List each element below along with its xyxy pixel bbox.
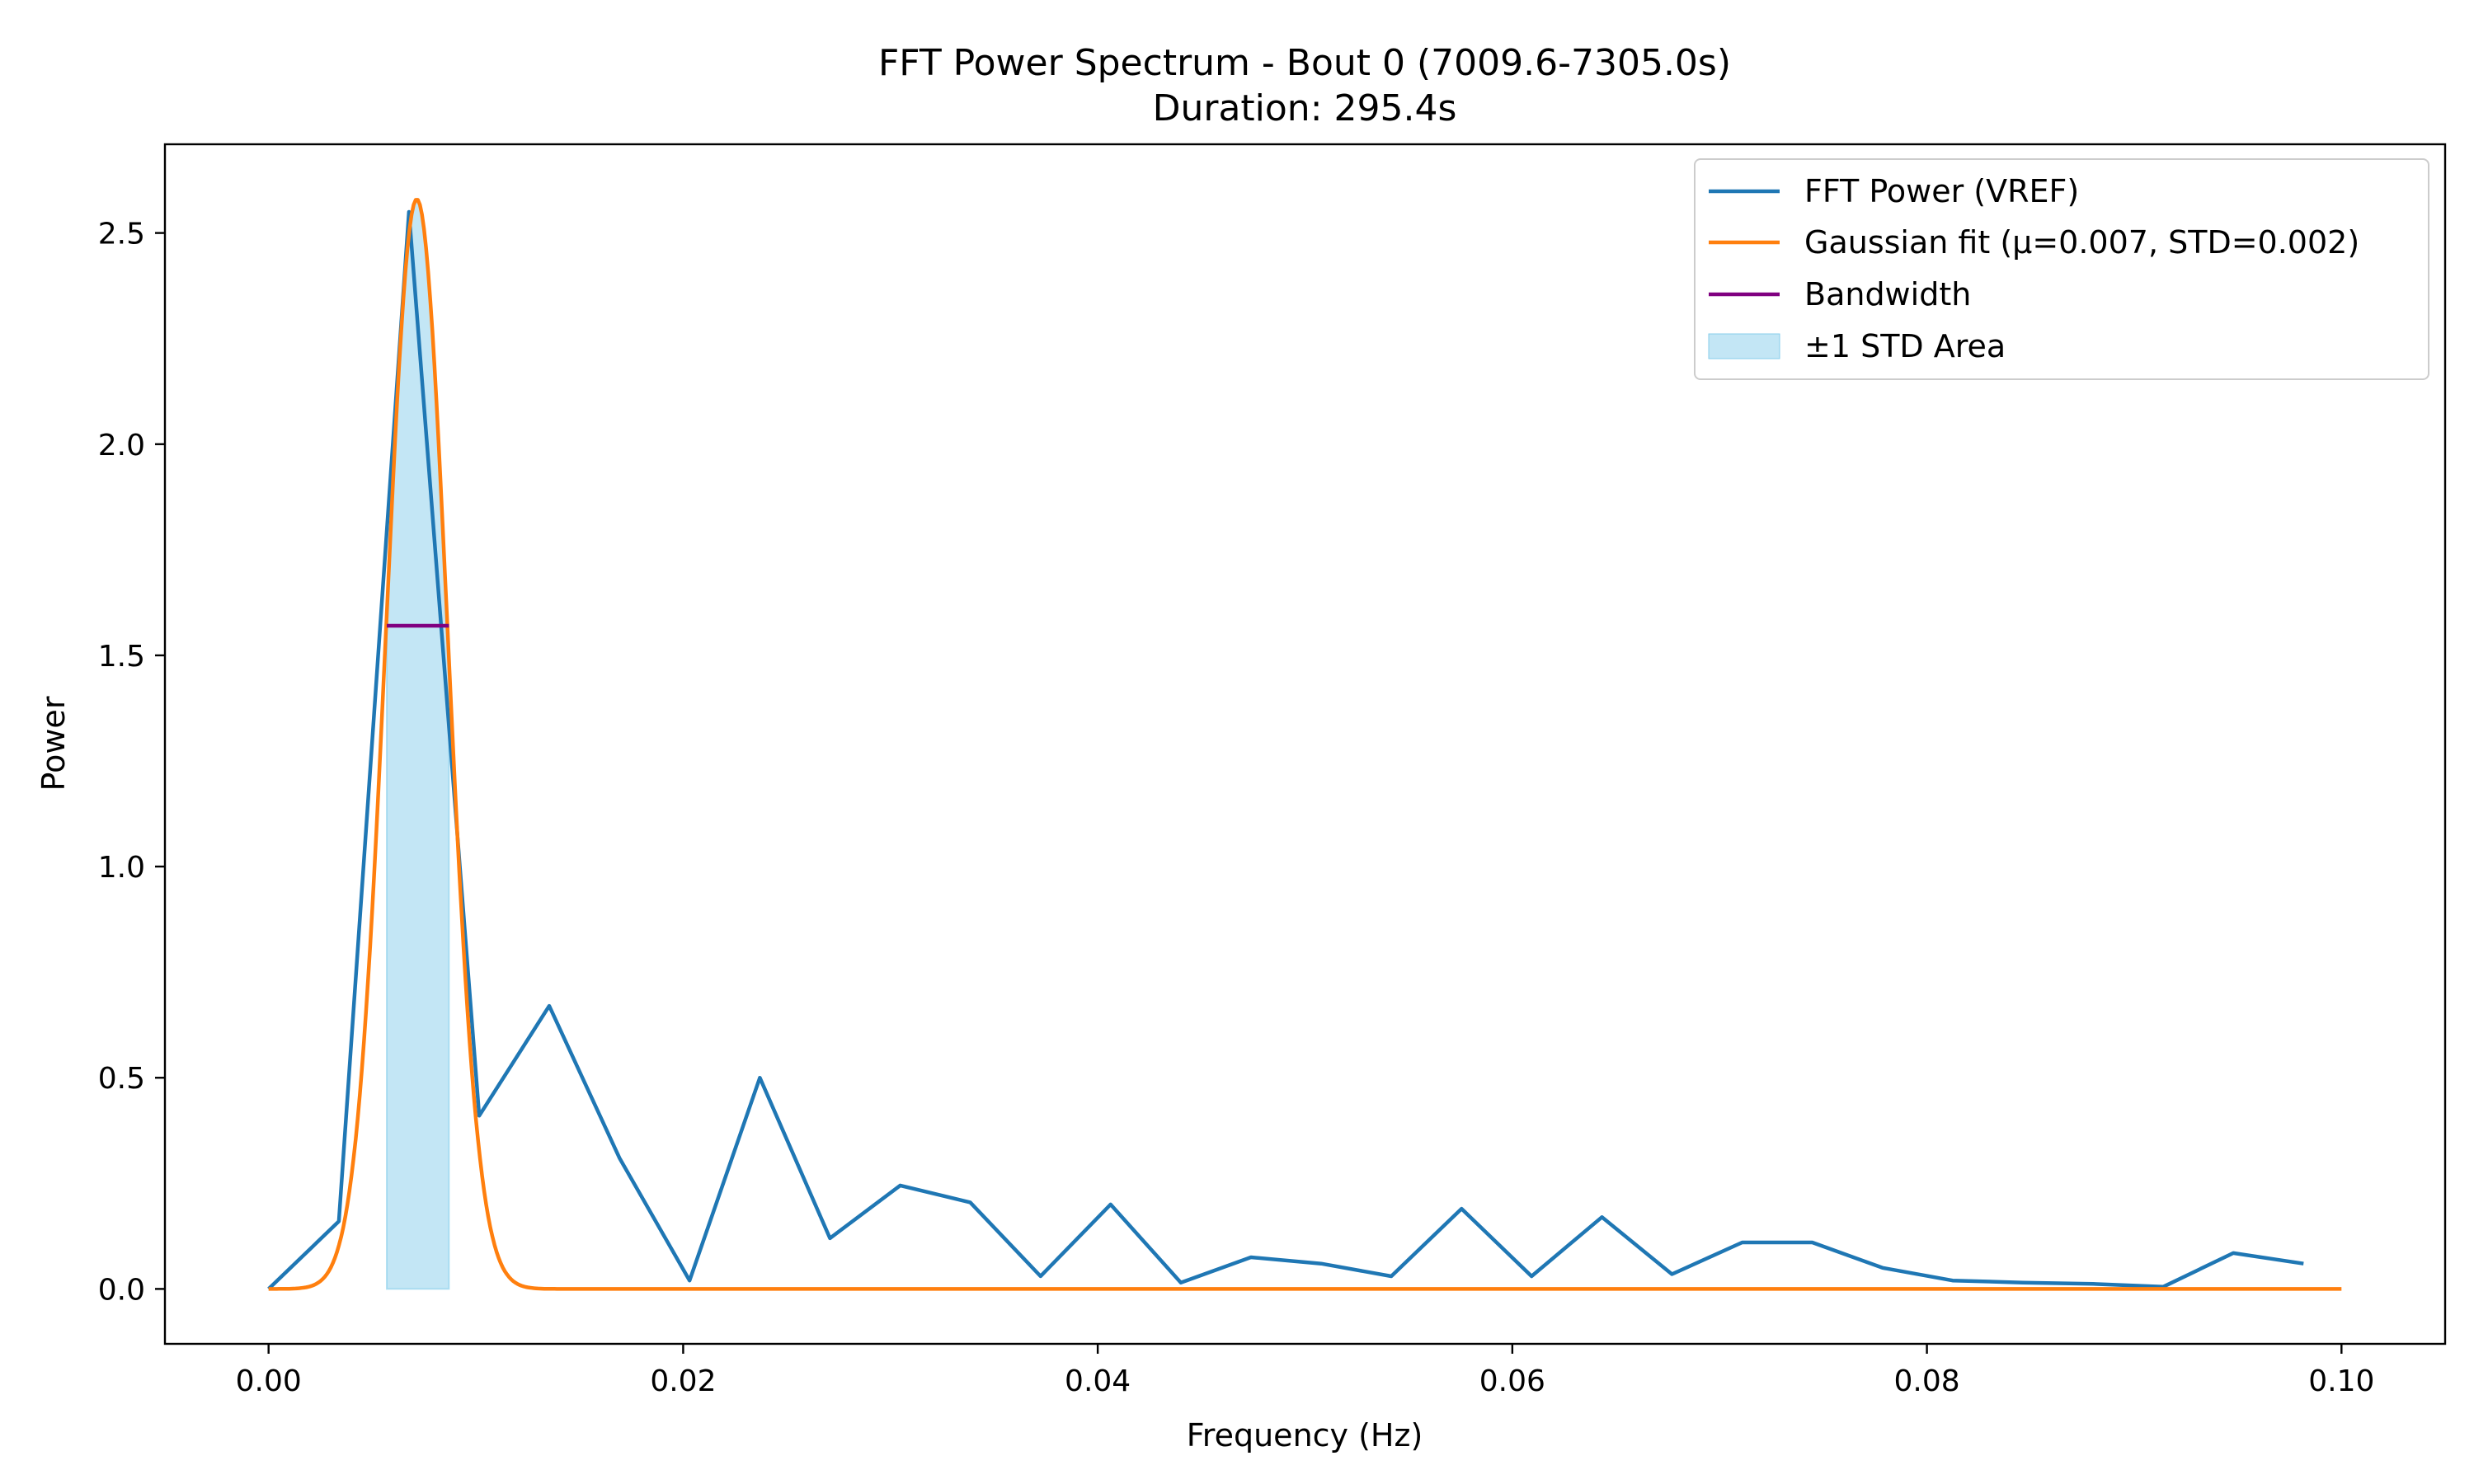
axis-ticks: 0.00 0.02 0.04 0.06 0.08 0.10 0.0 0.5 1.0 1.5 2.0 2… xyxy=(98,218,2375,1398)
chart-title: FFT Power Spectrum - Bout 0 (7009.6-7305… xyxy=(878,42,1731,84)
y-tick-label: 1.0 xyxy=(98,851,145,885)
legend-label-gaussian-fit: Gaussian fit (μ=0.007, STD=0.002) xyxy=(1804,224,2359,261)
gaussian-fit-line xyxy=(268,198,2342,1291)
axes-frame xyxy=(163,143,2447,1345)
y-tick-label: 2.0 xyxy=(98,429,145,463)
x-tick-label: 0.08 xyxy=(1894,1364,1960,1398)
x-tick-label: 0.04 xyxy=(1065,1364,1131,1398)
legend: FFT Power (VREF) Gaussian fit (μ=0.007, … xyxy=(1694,158,2429,380)
x-tick-label: 0.00 xyxy=(236,1364,302,1398)
x-tick-label: 0.02 xyxy=(650,1364,716,1398)
x-tick-label: 0.10 xyxy=(2308,1364,2374,1398)
x-axis-label: Frequency (Hz) xyxy=(1187,1417,1423,1453)
fft-power-line xyxy=(267,209,2304,1291)
legend-swatch-std-area xyxy=(1708,333,1780,359)
legend-label-fft-power: FFT Power (VREF) xyxy=(1804,173,2079,209)
y-tick-label: 0.5 xyxy=(98,1062,145,1096)
y-tick-label: 2.5 xyxy=(98,218,145,251)
chart-subtitle: Duration: 295.4s xyxy=(1153,87,1457,129)
plot-area xyxy=(267,198,2342,1291)
legend-label-std-area: ±1 STD Area xyxy=(1804,328,2006,364)
legend-frame xyxy=(1694,158,2429,380)
y-tick-label: 0.0 xyxy=(98,1273,145,1307)
y-tick-label: 1.5 xyxy=(98,640,145,674)
x-tick-label: 0.06 xyxy=(1479,1364,1545,1398)
legend-label-bandwidth: Bandwidth xyxy=(1804,276,1971,312)
y-axis-label: Power xyxy=(35,696,72,791)
